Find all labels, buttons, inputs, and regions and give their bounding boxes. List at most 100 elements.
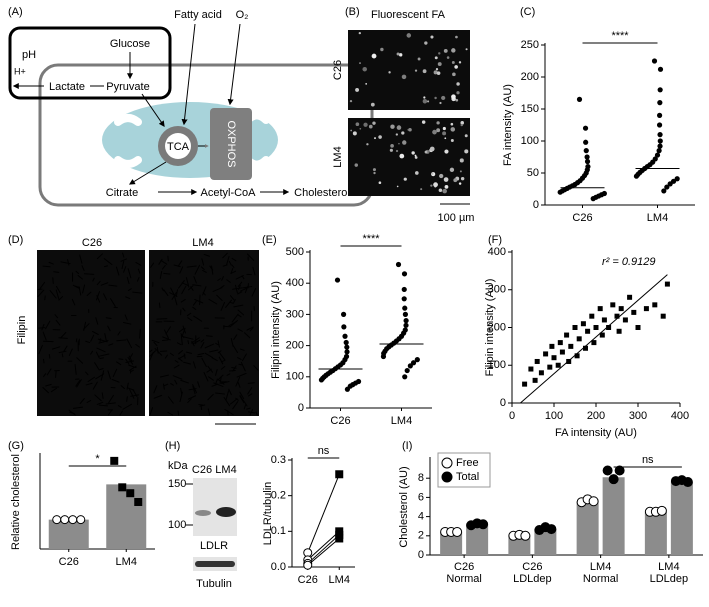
- cell: [67, 259, 70, 266]
- cell: [411, 151, 415, 155]
- cell: [200, 339, 205, 343]
- cell: [132, 389, 138, 397]
- cell: [126, 396, 128, 402]
- cristae: [114, 111, 270, 169]
- point: [478, 519, 489, 530]
- y-tick-label: 300: [488, 284, 506, 296]
- cell: [198, 404, 204, 406]
- cell: [185, 277, 190, 288]
- cell: [85, 382, 93, 386]
- cell: [398, 142, 400, 145]
- cell: [156, 318, 168, 320]
- cell: [149, 349, 153, 353]
- x-tick-label: C26: [330, 415, 350, 427]
- cell: [372, 121, 376, 125]
- cell: [248, 393, 253, 397]
- cell: [415, 171, 419, 175]
- y-axis-label: Filipin intensity (AU): [484, 279, 496, 377]
- cell: [85, 340, 91, 344]
- cell: [459, 170, 462, 173]
- significance-label: ns: [318, 445, 330, 457]
- cell: [207, 393, 214, 401]
- cell: [231, 313, 239, 323]
- cell: [183, 353, 186, 359]
- x-tick-label: LM4: [391, 415, 412, 427]
- cell: [372, 168, 376, 172]
- y-tick-label: 100: [521, 135, 539, 147]
- y-axis-label: Relative cholesterol: [10, 454, 22, 550]
- bar: [576, 501, 599, 555]
- point: [580, 321, 586, 327]
- cell: [129, 365, 137, 371]
- y-tick-label: 0: [533, 199, 539, 211]
- cell: [464, 134, 468, 138]
- cell: [98, 353, 110, 357]
- y-tick-label: 0.1: [271, 525, 286, 537]
- point: [403, 322, 409, 328]
- cell: [226, 255, 230, 266]
- point: [522, 381, 528, 387]
- cell: [111, 379, 120, 383]
- cell: [239, 395, 245, 404]
- cell: [167, 396, 174, 404]
- diagram-text: H+: [14, 66, 26, 76]
- cell: [119, 410, 123, 416]
- extracellular-box: [8, 26, 172, 100]
- point: [610, 302, 616, 308]
- y-tick-label: 0.0: [271, 561, 286, 573]
- point: [568, 343, 574, 349]
- cell: [373, 171, 376, 175]
- cell: [68, 409, 76, 416]
- row-label: LM4: [332, 146, 344, 167]
- x-tick-label: C26: [522, 561, 542, 573]
- cell: [122, 403, 133, 410]
- x-tick-label: LDLdep: [513, 573, 552, 585]
- cell: [454, 65, 458, 69]
- point: [52, 515, 62, 525]
- cell: [41, 323, 45, 331]
- point: [589, 313, 595, 319]
- cell: [192, 306, 197, 310]
- cell: [246, 407, 251, 410]
- cell: [434, 185, 437, 188]
- blot-band: [195, 561, 235, 567]
- legend-marker: [441, 457, 453, 469]
- cell: [95, 317, 99, 325]
- cell: [459, 158, 464, 163]
- cell: [231, 257, 237, 262]
- point: [572, 325, 578, 330]
- cell: [380, 47, 384, 52]
- cell: [108, 343, 114, 346]
- cell: [126, 382, 129, 390]
- cell: [97, 338, 108, 343]
- cell: [159, 271, 163, 280]
- cell: [201, 357, 207, 367]
- cell: [55, 319, 61, 326]
- point: [401, 271, 408, 277]
- cell: [395, 149, 399, 153]
- point: [401, 296, 407, 302]
- y-tick-label: 50: [527, 167, 539, 179]
- cell: [123, 322, 132, 325]
- micrograph: [348, 30, 470, 110]
- x-tick-label: 300: [629, 410, 647, 422]
- cell: [149, 350, 156, 357]
- point: [68, 515, 78, 525]
- point: [664, 281, 670, 287]
- diagram-text: Cholesterol: [294, 187, 350, 199]
- cell: [228, 260, 232, 266]
- cell: [199, 404, 206, 407]
- cell: [161, 264, 166, 270]
- cell: [38, 281, 46, 291]
- cell: [151, 339, 160, 344]
- cell: [371, 53, 377, 59]
- cell: [359, 62, 361, 65]
- cell: [45, 383, 52, 387]
- panel-label: (H): [165, 440, 180, 452]
- cell: [187, 395, 197, 400]
- cell: [355, 122, 360, 127]
- point: [401, 286, 407, 293]
- cell: [229, 295, 235, 301]
- x-tick-label: 100: [545, 410, 563, 422]
- cell: [112, 368, 118, 377]
